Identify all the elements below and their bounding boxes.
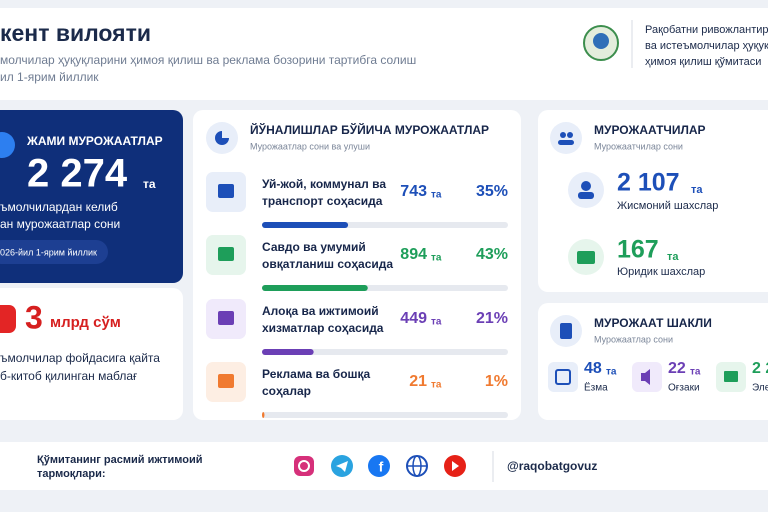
direction-label: соҳалар — [262, 384, 311, 398]
icon — [560, 323, 572, 339]
emblem — [593, 33, 609, 49]
unit: та — [690, 367, 701, 378]
unit: та — [667, 251, 679, 263]
direction-label: хизматлар соҳасида — [262, 321, 384, 335]
description: ъмолчилар фойдасига қайта — [0, 351, 160, 365]
row-icon — [218, 184, 234, 198]
form-label: Оғзаки — [668, 383, 700, 394]
icon — [578, 192, 594, 199]
icon — [581, 181, 591, 191]
form-label: Эле — [752, 383, 768, 394]
total-card — [0, 110, 183, 283]
org-name: ва истеъмолчилар ҳуқуқлар — [645, 40, 768, 52]
facebook-icon[interactable] — [368, 455, 390, 477]
card-title: МУРОЖААТЧИЛАР — [594, 123, 706, 137]
form-value: 48 — [584, 360, 602, 377]
card-subtitle: Мурожаатлар сони — [594, 334, 673, 344]
form-value: 2 2 — [752, 360, 768, 377]
subtitle: молчилар ҳуқуқларини ҳимоя қилиш ва рекл… — [0, 53, 416, 67]
bar-track — [262, 412, 508, 418]
unit: та — [431, 317, 442, 328]
direction-label: Алоқа ва ижтимоий — [262, 304, 379, 318]
bar — [262, 349, 314, 355]
icon — [567, 132, 573, 138]
icon — [555, 369, 571, 385]
unit: та — [431, 190, 442, 201]
icon — [724, 371, 738, 382]
refund-card — [0, 288, 183, 420]
header-bg — [0, 8, 768, 100]
description: ан мурожаатлар сони — [0, 217, 120, 231]
bar — [262, 222, 349, 228]
org-name: Рақобатни ривожлантири — [645, 24, 768, 36]
forms-card — [538, 303, 768, 420]
total-value: 2 274 — [27, 152, 128, 196]
description: б-китоб қилинган маблағ — [0, 369, 138, 383]
direction-count: 449 — [400, 310, 427, 327]
direction-label: Реклама ва бошқа — [262, 367, 371, 381]
direction-label: Савдо ва умумий — [262, 240, 366, 254]
description: ъмолчилардан келиб — [0, 200, 118, 214]
footer-text: тармоқлари: — [37, 468, 106, 480]
unit: та — [606, 367, 617, 378]
bar — [262, 412, 265, 418]
direction-count: 743 — [400, 183, 427, 200]
bar — [262, 285, 368, 291]
direction-percent: 1% — [485, 373, 508, 390]
direction-count: 894 — [400, 246, 427, 263]
direction-label: Уй-жой, коммунал ва — [262, 177, 386, 191]
youtube-icon — [452, 461, 459, 471]
title: кент вилояти — [0, 20, 151, 46]
applicant-value: 167 — [617, 236, 659, 264]
applicant-label: Юридик шахслар — [617, 266, 705, 278]
org-name: ҳимоя қилиш қўмитаси — [645, 56, 761, 68]
direction-percent: 35% — [476, 183, 508, 200]
form-label: Ёзма — [584, 382, 608, 394]
direction-count: 21 — [409, 373, 427, 390]
card-title: МУРОЖААТ ШАКЛИ — [594, 316, 712, 330]
subtitle: ил 1-ярим йиллик — [0, 70, 99, 84]
refund-value: 3 — [25, 299, 43, 335]
facebook-icon: f — [379, 459, 384, 475]
direction-label: овқатланиш соҳасида — [262, 257, 393, 271]
card-subtitle: Мурожаатчилар сони — [594, 141, 683, 151]
period: 026-йил 1-ярим йиллик — [0, 247, 97, 257]
icon — [550, 122, 582, 154]
card-subtitle: Мурожаатлар сони ва улуши — [250, 141, 370, 151]
direction-label: транспорт соҳасида — [262, 194, 383, 208]
instagram-icon — [298, 460, 310, 472]
icon — [558, 140, 574, 145]
unit: та — [431, 253, 442, 264]
row-icon — [218, 247, 234, 261]
icon — [577, 251, 595, 264]
unit: та — [431, 380, 442, 391]
icon — [0, 132, 15, 158]
direction-percent: 43% — [476, 246, 508, 263]
applicant-label: Жисмоний шахслар — [617, 200, 718, 212]
period-pill — [0, 240, 108, 264]
refund-unit: млрд сўм — [50, 314, 121, 331]
applicant-value: 2 107 — [617, 169, 680, 197]
row-icon — [218, 374, 234, 388]
row-icon — [218, 311, 234, 325]
card-title: ЙЎНАЛИШЛАР БЎЙИЧА МУРОЖААТЛАР — [250, 122, 489, 137]
icon — [548, 362, 578, 392]
icon — [641, 369, 650, 385]
direction-percent: 21% — [476, 310, 508, 327]
unit: та — [143, 177, 156, 191]
instagram-icon[interactable] — [294, 456, 314, 476]
social-handle[interactable]: @raqobatgovuz — [507, 459, 597, 473]
card-title: ЖАМИ МУРОЖААТЛАР — [26, 134, 163, 148]
icon — [560, 132, 566, 138]
telegram-icon — [336, 461, 348, 472]
form-value: 22 — [668, 360, 686, 377]
footer-text: Қўмитанинг расмий ижтимоий — [37, 454, 203, 466]
unit: та — [691, 184, 703, 196]
directions-card — [193, 110, 521, 420]
bar-track — [262, 349, 508, 355]
icon — [0, 305, 16, 333]
icon — [215, 131, 229, 145]
